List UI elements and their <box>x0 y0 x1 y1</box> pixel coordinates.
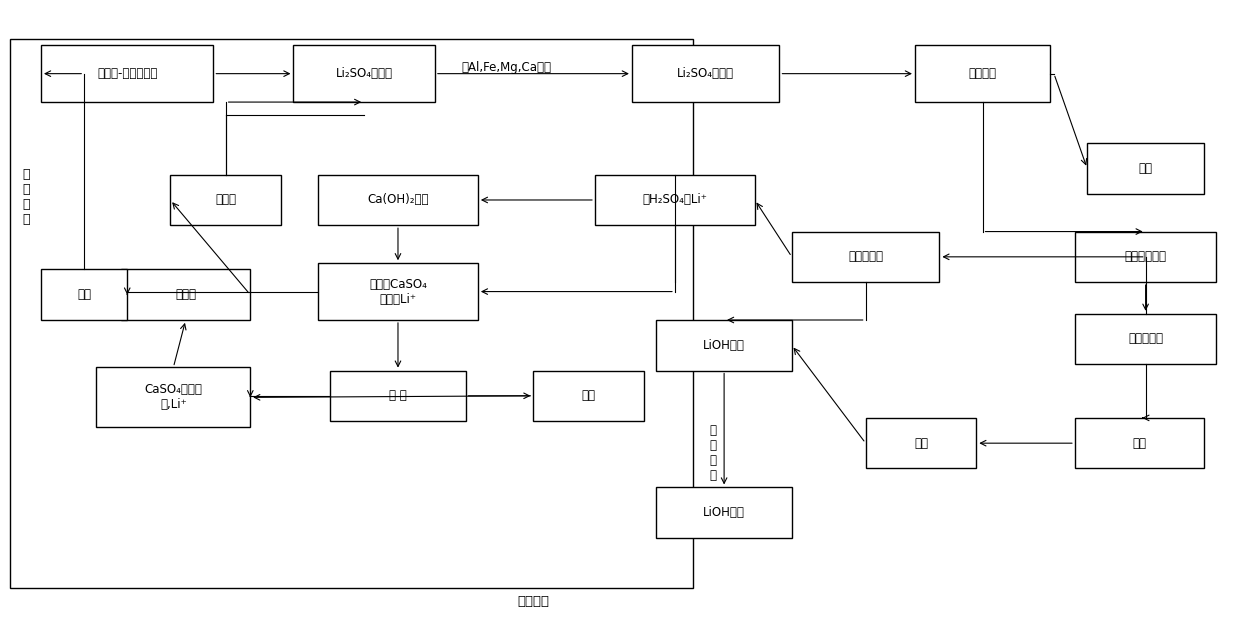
Bar <box>318 175 478 225</box>
Text: Ca(OH)₂溶液: Ca(OH)₂溶液 <box>367 193 429 207</box>
Text: 超滤: 超滤 <box>1132 436 1146 450</box>
Text: 系
统
补
水: 系 统 补 水 <box>22 168 30 226</box>
Text: 系统补水: 系统补水 <box>518 595 549 607</box>
Bar <box>41 269 128 320</box>
Text: 锂辉石-硫酸法提锂: 锂辉石-硫酸法提锂 <box>97 67 157 80</box>
Bar <box>1075 418 1204 468</box>
Text: Li₂SO₄浸出液: Li₂SO₄浸出液 <box>336 67 393 80</box>
Bar <box>1087 143 1204 194</box>
Text: 多介质过滤器: 多介质过滤器 <box>1125 250 1167 263</box>
Text: 树脂: 树脂 <box>914 436 928 450</box>
Text: LiOH固体: LiOH固体 <box>704 506 745 519</box>
Text: 稀H₂SO₄，Li⁺: 稀H₂SO₄，Li⁺ <box>643 193 707 207</box>
Text: Li₂SO₄净化液: Li₂SO₄净化液 <box>678 67 735 80</box>
Text: 过饱和CaSO₄
溶液，Li⁺: 过饱和CaSO₄ 溶液，Li⁺ <box>369 278 427 305</box>
Text: CaSO₄饱和溶
液,Li⁺: CaSO₄饱和溶 液,Li⁺ <box>145 383 202 412</box>
Bar <box>632 45 779 102</box>
Text: 滤饼: 滤饼 <box>1139 162 1152 175</box>
Bar <box>170 175 281 225</box>
Bar <box>10 39 694 588</box>
Text: 膜浓缩: 膜浓缩 <box>175 288 196 301</box>
Bar <box>657 488 792 538</box>
Text: 过 滤: 过 滤 <box>389 389 406 403</box>
Bar <box>331 371 466 421</box>
Bar <box>657 320 792 371</box>
Bar <box>1075 232 1217 282</box>
Bar <box>1075 314 1217 364</box>
Text: 双极膜系统: 双极膜系统 <box>849 250 883 263</box>
Bar <box>41 45 213 102</box>
Bar <box>318 263 478 320</box>
Text: 蒸
发
结
晶: 蒸 发 结 晶 <box>710 424 716 482</box>
Bar <box>792 232 939 282</box>
Bar <box>294 45 435 102</box>
Text: LiOH溶液: LiOH溶液 <box>704 339 745 352</box>
Bar <box>97 367 250 428</box>
Text: 保安过滤器: 保安过滤器 <box>1129 332 1163 346</box>
Text: 板框过滤: 板框过滤 <box>969 67 996 80</box>
Text: 除Al,Fe,Mg,Ca离子: 除Al,Fe,Mg,Ca离子 <box>461 61 551 74</box>
Text: 浓缩液: 浓缩液 <box>216 193 237 207</box>
Text: 纯水: 纯水 <box>77 288 92 301</box>
Bar <box>914 45 1051 102</box>
Text: 石膏: 石膏 <box>582 389 596 403</box>
Bar <box>595 175 755 225</box>
Bar <box>866 418 976 468</box>
Bar <box>533 371 644 421</box>
Bar <box>121 269 250 320</box>
